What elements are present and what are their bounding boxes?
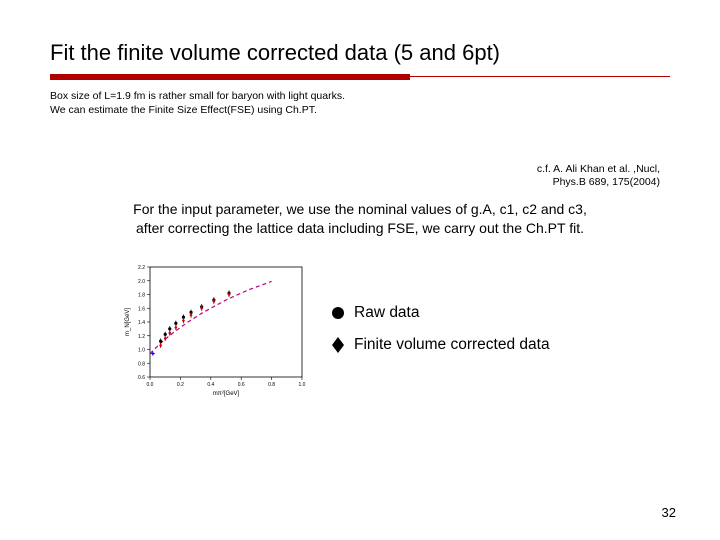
legend-raw: Raw data (330, 304, 550, 322)
svg-text:0.2: 0.2 (177, 382, 184, 388)
svg-text:0.8: 0.8 (268, 382, 275, 388)
svg-text:m_N[GeV]: m_N[GeV] (125, 307, 131, 335)
note-line: We can estimate the Finite Size Effect(F… (50, 104, 670, 118)
citation-line: c.f. A. Ali Khan et al. ,Nucl, (50, 163, 660, 176)
note-line: Box size of L=1.9 fm is rather small for… (50, 90, 670, 104)
svg-text:0.8: 0.8 (138, 361, 145, 367)
note-block: Box size of L=1.9 fm is rather small for… (50, 90, 670, 117)
svg-text:mπ²[GeV]: mπ²[GeV] (213, 391, 240, 397)
diamond-icon (330, 336, 346, 354)
page-title: Fit the finite volume corrected data (5 … (50, 40, 670, 66)
legend-corrected: Finite volume corrected data (330, 336, 550, 354)
body-line: after correcting the lattice data includ… (50, 219, 670, 239)
svg-text:1.2: 1.2 (138, 333, 145, 339)
svg-text:0.6: 0.6 (138, 375, 145, 381)
circle-icon (330, 305, 346, 321)
title-rule (50, 74, 670, 80)
svg-text:2.0: 2.0 (138, 278, 145, 284)
content-row: 0.0 0.2 0.4 0.6 0.8 1.0 0.6 0.8 1.0 1.2 1.4 1.6 1.8 2… (50, 259, 670, 399)
svg-text:1.4: 1.4 (138, 320, 145, 326)
legend: Raw data Finite volume corrected data (330, 304, 550, 354)
svg-text:0.6: 0.6 (238, 382, 245, 388)
page-number: 32 (662, 505, 676, 520)
body-text: For the input parameter, we use the nomi… (50, 200, 670, 239)
svg-text:2.2: 2.2 (138, 265, 145, 271)
svg-text:1.8: 1.8 (138, 292, 145, 298)
svg-text:0.4: 0.4 (207, 382, 214, 388)
svg-text:0.0: 0.0 (147, 382, 154, 388)
svg-text:1.0: 1.0 (138, 347, 145, 353)
svg-text:1.6: 1.6 (138, 306, 145, 312)
body-line: For the input parameter, we use the nomi… (50, 200, 670, 220)
citation-line: Phys.B 689, 175(2004) (50, 176, 660, 189)
svg-text:1.0: 1.0 (299, 382, 306, 388)
chart-mn-vs-mpi2: 0.0 0.2 0.4 0.6 0.8 1.0 0.6 0.8 1.0 1.2 1.4 1.6 1.8 2… (120, 259, 310, 399)
legend-label: Raw data (354, 304, 419, 322)
citation: c.f. A. Ali Khan et al. ,Nucl, Phys.B 68… (50, 163, 670, 189)
legend-label: Finite volume corrected data (354, 336, 550, 354)
